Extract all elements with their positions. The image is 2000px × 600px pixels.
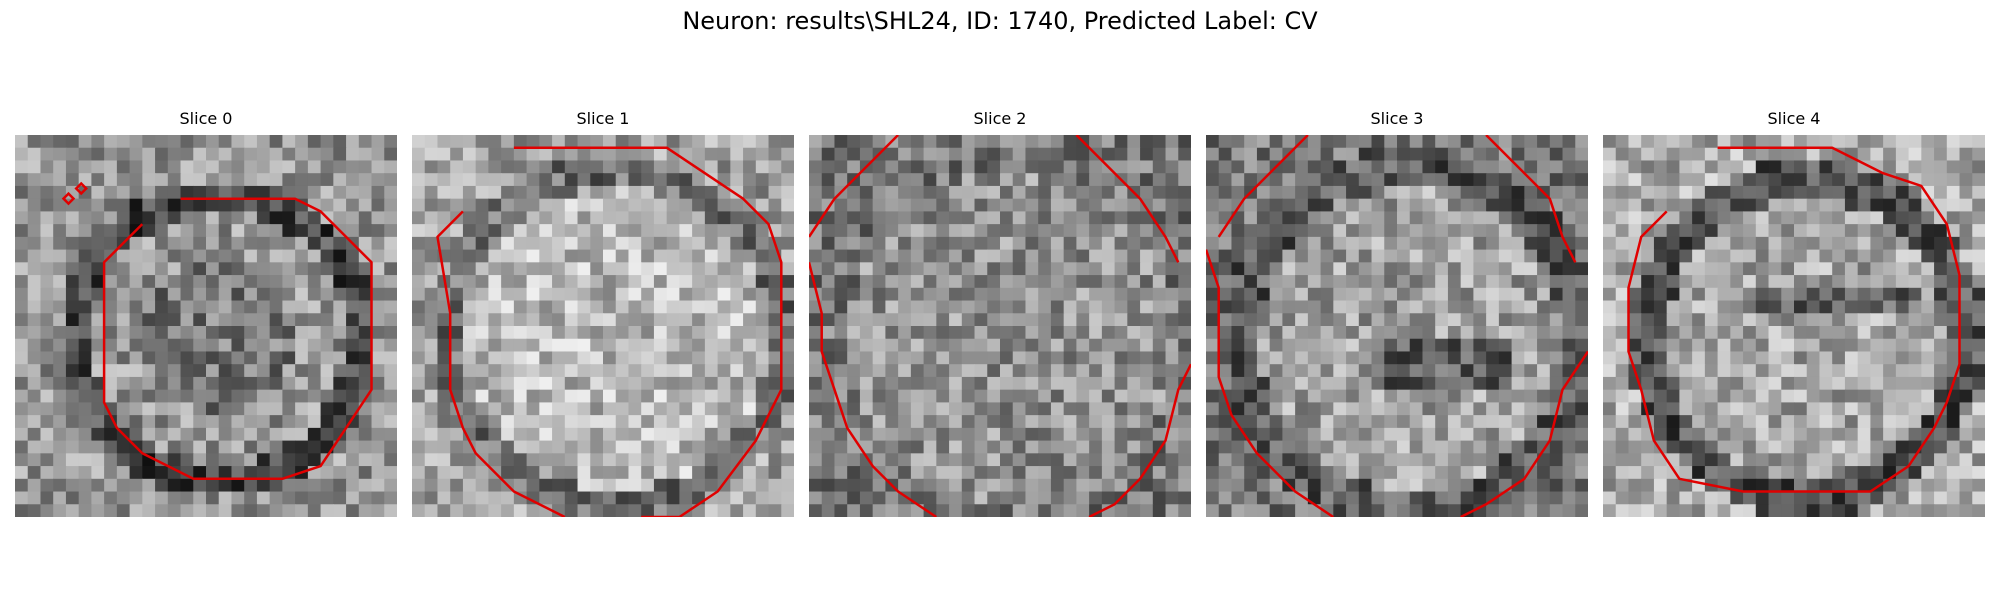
contour-fragment-1 <box>74 181 88 196</box>
slice-svg-1 <box>412 135 794 517</box>
slice-image-0 <box>15 135 397 517</box>
contour-line-3-1 <box>1485 135 1577 263</box>
slice-panel-3: Slice 3 <box>1206 109 1588 517</box>
contour-fragment-0 <box>61 191 76 206</box>
slice-panel-1: Slice 1 <box>412 109 794 517</box>
slice-pixels-0 <box>15 135 397 517</box>
contour-line-4-0 <box>1627 146 1961 493</box>
slice-title-3: Slice 3 <box>1370 109 1424 128</box>
slice-svg-4 <box>1603 135 1985 517</box>
slice-title-0: Slice 0 <box>179 109 233 128</box>
slice-pixels-4 <box>1603 135 1985 517</box>
contour-line-3-2 <box>1460 350 1588 517</box>
contour-line-2-1 <box>1075 135 1180 263</box>
contour-line-2-0 <box>809 135 899 238</box>
contour-line-0-0 <box>102 197 373 481</box>
slice-title-4: Slice 4 <box>1767 109 1821 128</box>
contour-2 <box>809 135 1191 517</box>
slice-svg-3 <box>1206 135 1588 517</box>
slice-image-1 <box>412 135 794 517</box>
contour-0 <box>61 181 373 481</box>
figure-title: Neuron: results\SHL24, ID: 1740, Predict… <box>682 7 1318 35</box>
contour-line-1-1 <box>436 210 566 517</box>
contour-line-3-0 <box>1217 135 1309 238</box>
slice-panel-0: Slice 0 <box>15 109 397 517</box>
contour-3 <box>1206 135 1588 517</box>
contour-1 <box>436 146 783 517</box>
contour-line-3-3 <box>1206 249 1334 517</box>
slice-panel-4: Slice 4 <box>1603 109 1985 517</box>
slice-title-1: Slice 1 <box>576 109 630 128</box>
slice-panel-2: Slice 2 <box>809 109 1191 517</box>
contour-line-2-2 <box>1088 363 1191 517</box>
slice-pixels-3 <box>1206 135 1588 517</box>
slice-pixels-2 <box>809 135 1191 517</box>
contour-line-2-3 <box>809 261 937 517</box>
contour-line-1-0 <box>513 146 783 517</box>
slice-image-4 <box>1603 135 1985 517</box>
slice-image-3 <box>1206 135 1588 517</box>
contour-4 <box>1627 146 1961 493</box>
slice-image-2 <box>809 135 1191 517</box>
slice-title-2: Slice 2 <box>973 109 1027 128</box>
slice-svg-2 <box>809 135 1191 517</box>
slice-pixels-1 <box>412 135 794 517</box>
slice-svg-0 <box>15 135 397 517</box>
